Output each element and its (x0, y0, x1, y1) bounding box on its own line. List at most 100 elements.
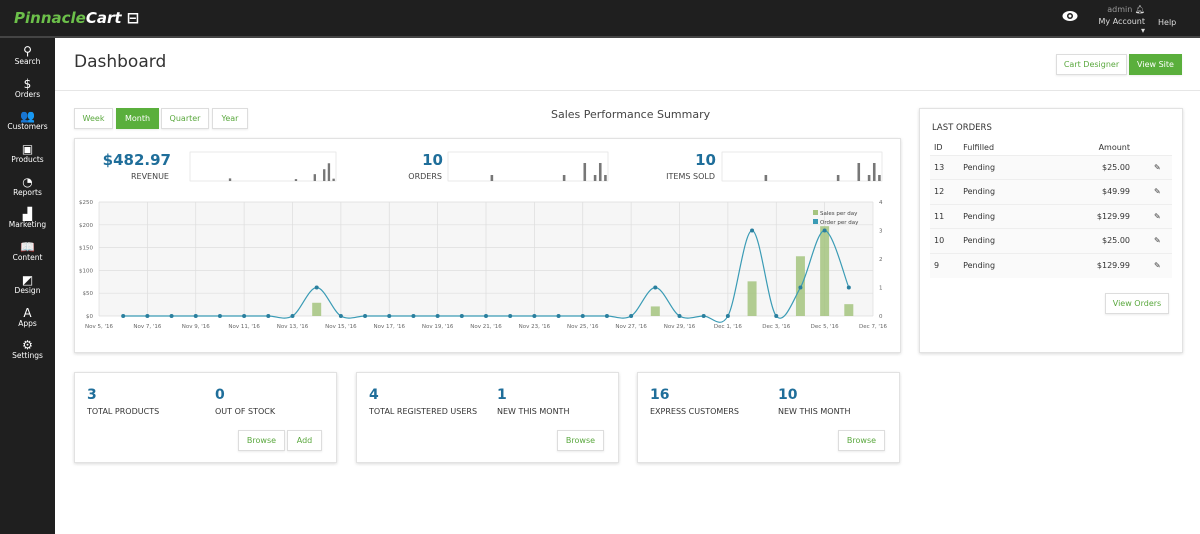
y-tick-label: $0 (86, 314, 93, 320)
col-amount: Amount (1098, 143, 1130, 153)
tab-week[interactable]: Week (74, 108, 113, 129)
table-row[interactable]: 11 Pending $129.99 ✎ (930, 204, 1172, 229)
order-point (677, 314, 682, 318)
sparkline-bar (313, 174, 316, 181)
gear-icon: ⚙ (22, 338, 33, 353)
order-point (556, 314, 561, 318)
orders-value: 10 (422, 151, 443, 169)
last-orders-panel: LAST ORDERS View Orders (919, 108, 1183, 353)
view-site-button[interactable]: View Site (1129, 54, 1182, 75)
sidebar-item-settings[interactable]: ⚙ Settings (0, 332, 55, 365)
legend-orders: Order per day (820, 220, 859, 226)
order-point (725, 314, 730, 318)
logo[interactable]: PinnacleCart ⊟ (14, 9, 140, 27)
x-tick-label: Nov 21, '16 (470, 324, 502, 330)
col-fulfilled: Fulfilled (963, 143, 995, 153)
top-bar: PinnacleCart ⊟ admin 🔔︎ My Account ▾ Help (0, 0, 1200, 38)
table-row[interactable]: 13 Pending $25.00 ✎ (930, 155, 1172, 180)
order-point (822, 228, 827, 233)
tab-year[interactable]: Year (212, 108, 248, 129)
order-point (121, 314, 126, 318)
view-orders-button[interactable]: View Orders (1105, 293, 1169, 314)
order-point (629, 314, 634, 318)
apps-icon: A (23, 305, 32, 320)
order-point (750, 228, 755, 233)
x-tick-label: Nov 27, '16 (615, 324, 647, 330)
legend-swatch-orders (813, 219, 818, 224)
x-tick-label: Dec 7, '16 (859, 324, 887, 330)
order-point (701, 314, 706, 318)
sidebar-item-orders[interactable]: $ Orders (0, 71, 55, 104)
book-icon: 📖 (20, 240, 35, 255)
x-tick-label: Nov 5, '16 (85, 324, 113, 330)
items-value: 10 (695, 151, 716, 169)
browse-button[interactable]: Browse (557, 430, 604, 451)
y-right-tick-label: 3 (879, 229, 883, 235)
account-menu[interactable]: admin 🔔︎ My Account ▾ (1098, 5, 1145, 35)
sparkline-bar (228, 178, 232, 181)
help-link[interactable]: Help (1158, 18, 1177, 27)
sidebar-item-design[interactable]: ◩ Design (0, 267, 55, 300)
sidebar-item-customers[interactable]: 👥 Customers (0, 103, 55, 136)
sidebar-item-apps[interactable]: A Apps (0, 300, 55, 333)
edit-pencil-icon[interactable]: ✎ (1154, 187, 1161, 197)
browse-button[interactable]: Browse (838, 430, 885, 451)
order-point (145, 314, 150, 318)
table-row[interactable]: 9 Pending $129.99 ✎ (930, 253, 1172, 278)
order-point (532, 314, 537, 318)
search-icon: ⚲ (23, 44, 32, 58)
sales-bar (650, 306, 660, 316)
sales-bar (844, 304, 854, 316)
x-tick-label: Nov 9, '16 (182, 324, 210, 330)
divider (55, 90, 1200, 91)
tab-month[interactable]: Month (116, 108, 159, 129)
orders-label: ORDERS (408, 172, 442, 181)
browse-button[interactable]: Browse (238, 430, 285, 451)
sidebar-item-search[interactable]: ⚲ Search (0, 38, 55, 71)
sidebar-item-content[interactable]: 📖 Content (0, 234, 55, 267)
order-point (798, 285, 803, 290)
legend-swatch-sales (813, 210, 818, 215)
edit-pencil-icon[interactable]: ✎ (1154, 211, 1161, 221)
sparkline-box (721, 151, 883, 182)
sparkline-bar (857, 163, 861, 181)
sparkline-bar (836, 175, 840, 181)
sparkline-bar (294, 179, 298, 181)
y-right-tick-label: 1 (879, 286, 883, 292)
add-button[interactable]: Add (287, 430, 322, 451)
order-point (169, 314, 174, 318)
order-point (363, 314, 368, 318)
sparkline-bar (593, 175, 597, 181)
table-row[interactable]: 10 Pending $25.00 ✎ (930, 228, 1172, 253)
cart-designer-button[interactable]: Cart Designer (1056, 54, 1127, 75)
sparkline-box (447, 151, 609, 182)
stats-card: 4 TOTAL REGISTERED USERS 1 NEW THIS MONTH Br… (356, 372, 619, 463)
sparkline-bar (490, 175, 494, 181)
sidebar-item-reports[interactable]: ◔ Reports (0, 169, 55, 202)
y-right-tick-label: 0 (879, 314, 883, 320)
stats-card: 3 TOTAL PRODUCTS 0 OUT OF STOCK Browse Add (74, 372, 337, 463)
order-point (217, 314, 222, 318)
legend-sales: Sales per day (820, 211, 858, 217)
edit-pencil-icon[interactable]: ✎ (1154, 261, 1161, 270)
sidebar-item-marketing[interactable]: ▟ Marketing (0, 201, 55, 234)
edit-pencil-icon[interactable]: ✎ (1154, 162, 1161, 172)
revenue-label: REVENUE (130, 172, 169, 181)
orders-table: ID Fulfilled Amount 13 Pending $25.00 ✎ 12 Pend… (930, 141, 1172, 278)
order-point (580, 314, 585, 318)
sidebar-item-products[interactable]: ▣ Products (0, 136, 55, 169)
col-id: ID (934, 143, 943, 153)
y-right-tick-label: 2 (879, 257, 883, 263)
edit-pencil-icon[interactable]: ✎ (1154, 236, 1161, 246)
stats-card: 16 EXPRESS CUSTOMERS 10 NEW THIS MONTH Brows… (637, 372, 900, 463)
products-icon: ▣ (21, 142, 34, 157)
x-tick-label: Nov 11, '16 (228, 324, 260, 330)
table-row[interactable]: 12 Pending $49.99 ✎ (930, 179, 1172, 204)
items-label: ITEMS SOLD (666, 172, 715, 181)
order-point (314, 285, 319, 290)
bell-icon[interactable]: 🔔︎ (1134, 5, 1145, 14)
chart-canvas: $0 $50 $100 $150 $200 $250 0 1 2 3 4 Nov 5, '16 Nov … (79, 151, 887, 330)
y-right-tick-label: 4 (879, 200, 883, 206)
eye-icon[interactable] (1062, 10, 1078, 22)
tab-quarter[interactable]: Quarter (161, 108, 209, 129)
